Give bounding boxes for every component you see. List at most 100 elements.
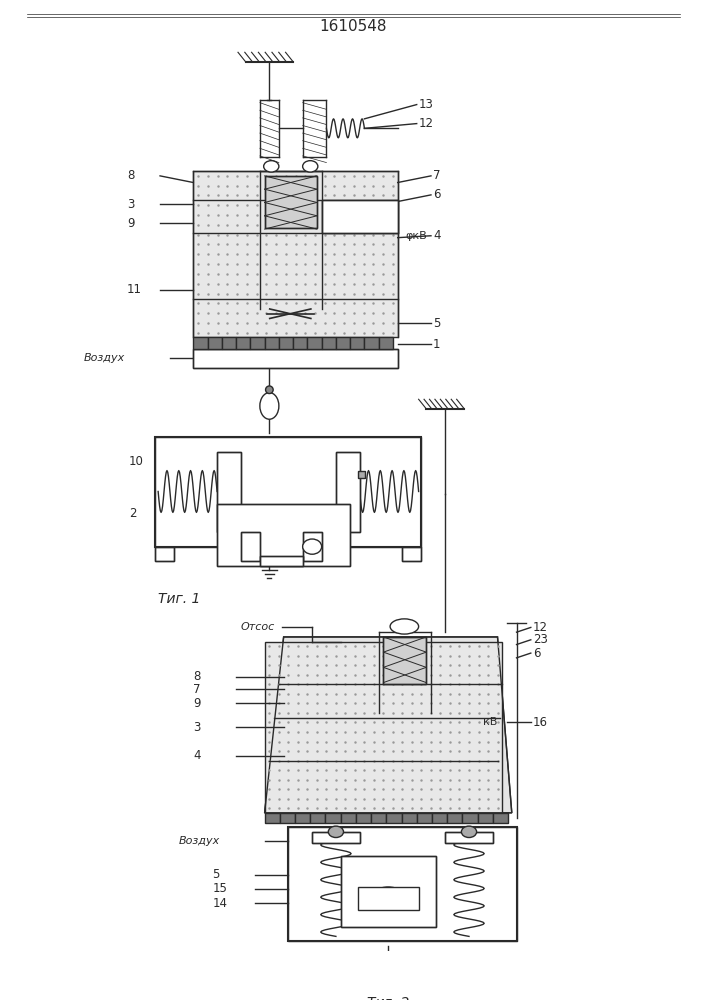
Text: 6: 6	[532, 647, 540, 660]
Bar	[325, 813, 341, 823]
Bar	[358, 887, 419, 910]
Bar	[310, 813, 325, 823]
Bar	[293, 337, 308, 349]
Bar	[341, 856, 436, 927]
Bar	[279, 337, 293, 349]
Ellipse shape	[266, 386, 273, 394]
Bar	[241, 532, 260, 561]
Bar	[264, 337, 279, 349]
Bar	[264, 337, 279, 349]
Text: 8: 8	[193, 670, 201, 683]
Bar	[350, 337, 364, 349]
Text: Отсос: Отсос	[241, 622, 275, 632]
Bar	[386, 813, 402, 823]
Bar	[383, 637, 426, 684]
Bar	[280, 813, 295, 823]
Bar	[383, 637, 426, 684]
Text: 5: 5	[212, 868, 220, 881]
Bar	[280, 813, 295, 823]
Text: 7: 7	[193, 683, 201, 696]
Bar	[341, 856, 436, 927]
Bar	[217, 504, 350, 566]
Ellipse shape	[260, 393, 279, 419]
Bar	[193, 349, 398, 368]
Text: Τиг. 1: Τиг. 1	[158, 592, 201, 606]
Text: 8: 8	[127, 169, 134, 182]
Bar	[250, 337, 264, 349]
Ellipse shape	[264, 161, 279, 172]
Bar	[447, 813, 462, 823]
Bar	[477, 813, 493, 823]
Bar	[295, 813, 310, 823]
Bar	[432, 813, 447, 823]
Bar	[303, 532, 322, 561]
Bar	[193, 337, 208, 349]
Bar	[364, 337, 379, 349]
Text: 11: 11	[127, 283, 142, 296]
Bar	[341, 813, 356, 823]
Bar	[217, 452, 241, 532]
Bar	[293, 337, 308, 349]
Bar	[236, 337, 250, 349]
Bar	[312, 832, 360, 843]
Bar	[341, 813, 356, 823]
Polygon shape	[264, 637, 512, 813]
Ellipse shape	[328, 826, 344, 838]
Bar	[322, 200, 398, 233]
Text: 16: 16	[532, 716, 548, 729]
Text: 23: 23	[532, 633, 548, 646]
Bar	[260, 556, 303, 566]
Bar	[193, 171, 398, 337]
Bar	[217, 452, 241, 532]
Bar	[402, 547, 421, 561]
Bar	[402, 813, 416, 823]
Bar	[432, 813, 447, 823]
Text: 12: 12	[532, 621, 548, 634]
Text: 6: 6	[433, 188, 440, 201]
Bar	[310, 813, 325, 823]
Bar	[156, 437, 421, 547]
Text: 15: 15	[212, 882, 227, 895]
Bar	[336, 337, 350, 349]
Bar	[371, 813, 386, 823]
Bar	[462, 813, 477, 823]
Bar	[308, 337, 322, 349]
Bar	[208, 337, 222, 349]
Bar	[264, 642, 502, 813]
Text: 4: 4	[193, 749, 201, 762]
Bar	[312, 832, 360, 843]
Ellipse shape	[390, 619, 419, 634]
Bar	[217, 504, 350, 566]
Bar	[288, 827, 517, 941]
Bar	[402, 813, 416, 823]
Text: кВ: кВ	[484, 717, 498, 727]
Bar	[493, 813, 508, 823]
Bar	[322, 337, 336, 349]
Bar	[379, 337, 393, 349]
Bar	[356, 813, 371, 823]
Bar	[350, 337, 364, 349]
Bar	[279, 337, 293, 349]
Bar	[295, 813, 310, 823]
Bar	[241, 532, 260, 561]
Text: 4: 4	[433, 229, 440, 242]
Bar	[416, 813, 432, 823]
Bar	[402, 547, 421, 561]
Bar	[322, 337, 336, 349]
Ellipse shape	[303, 161, 318, 172]
Bar	[222, 337, 236, 349]
Bar	[222, 337, 236, 349]
Text: 9: 9	[193, 697, 201, 710]
Bar	[156, 547, 175, 561]
Text: 10: 10	[129, 455, 144, 468]
Text: φкВ: φкВ	[405, 231, 427, 241]
Bar	[447, 813, 462, 823]
Bar	[193, 337, 208, 349]
Text: 1: 1	[433, 338, 440, 351]
Bar	[336, 452, 360, 532]
Text: 3: 3	[193, 721, 201, 734]
Text: Воздух: Воздух	[84, 353, 125, 363]
Text: 9: 9	[127, 217, 134, 230]
Text: 2: 2	[129, 507, 136, 520]
Bar	[336, 452, 360, 532]
